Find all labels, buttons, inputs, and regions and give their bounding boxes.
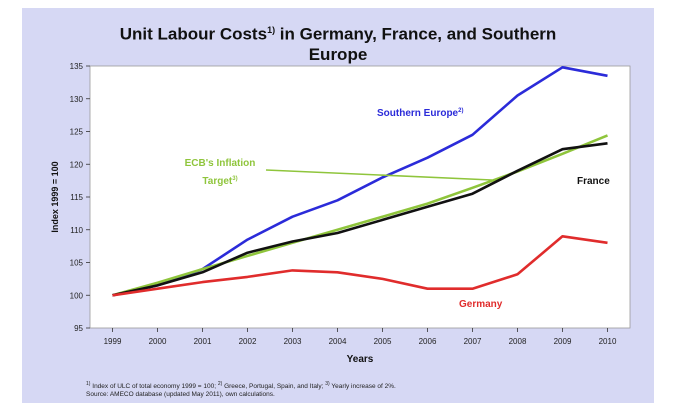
y-tick-label: 120	[70, 160, 84, 169]
x-tick-label: 2010	[599, 337, 617, 346]
y-axis-label: Index 1999 = 100	[50, 161, 60, 232]
title-text-1: Unit Labour Costs	[119, 24, 268, 44]
label-ecb-line2: Target3)	[202, 176, 237, 187]
footnote-text-2: Greece, Portugal, Spain, and Italy;	[222, 383, 326, 391]
ecb-label-arrow	[265, 169, 493, 181]
x-tick-label: 1999	[104, 337, 122, 346]
line-chart: 95 100 105 110 115 120 125 130 135 1999 2000 2001 20…	[50, 62, 631, 365]
footnote-text-1: Index of ULC of total economy 1999 = 100…	[90, 383, 218, 391]
y-tick-label: 135	[70, 62, 84, 71]
x-tick-label: 2000	[149, 337, 167, 346]
x-tick-label: 2001	[194, 337, 212, 346]
x-tick-label: 2002	[239, 337, 257, 346]
chart-title: Unit Labour Costs1) in Germany, France, …	[22, 20, 654, 65]
footnote-mark-3: 3)	[325, 381, 330, 387]
series-line-france	[112, 142, 608, 297]
x-tick-label: 2007	[464, 337, 482, 346]
y-tick-label: 95	[74, 324, 83, 333]
label-southern-europe: Southern Europe2)	[377, 108, 463, 119]
x-tick-label: 2004	[329, 337, 347, 346]
y-tick-label: 100	[70, 291, 84, 300]
y-tick-label: 110	[70, 226, 83, 235]
x-tick-label: 2005	[374, 337, 392, 346]
footnote-mark-1: 1)	[86, 381, 91, 387]
title-text-2: in Germany, France, and Southern	[275, 24, 557, 44]
y-tick-label: 115	[70, 193, 83, 202]
chart-frame: Unit Labour Costs1) in Germany, France, …	[22, 8, 654, 403]
x-tick-label: 2008	[509, 337, 527, 346]
plot-area	[89, 65, 631, 329]
x-axis-label: Years	[347, 354, 374, 365]
label-france: France	[577, 176, 610, 187]
label-germany: Germany	[459, 299, 503, 310]
footnote-text-3: Yearly increase of 2%.	[329, 383, 396, 391]
y-tick-label: 105	[70, 259, 84, 268]
x-tick-label: 2003	[284, 337, 302, 346]
footnote-source: Source: AMECO database (updated May 2011…	[86, 391, 275, 399]
x-tick-label: 2009	[554, 337, 572, 346]
footnote-mark-2: 2)	[217, 381, 223, 387]
x-tick-label: 2006	[419, 337, 437, 346]
series-line-germany	[112, 235, 608, 297]
title-text-3: Europe	[308, 44, 368, 64]
label-ecb-line1: ECB's Inflation	[185, 158, 256, 169]
y-tick-label: 130	[70, 95, 84, 104]
y-tick-label: 125	[70, 128, 84, 137]
footnote: 1) Index of ULC of total economy 1999 = …	[86, 380, 626, 399]
title-footnote-mark: 1)	[267, 25, 276, 35]
